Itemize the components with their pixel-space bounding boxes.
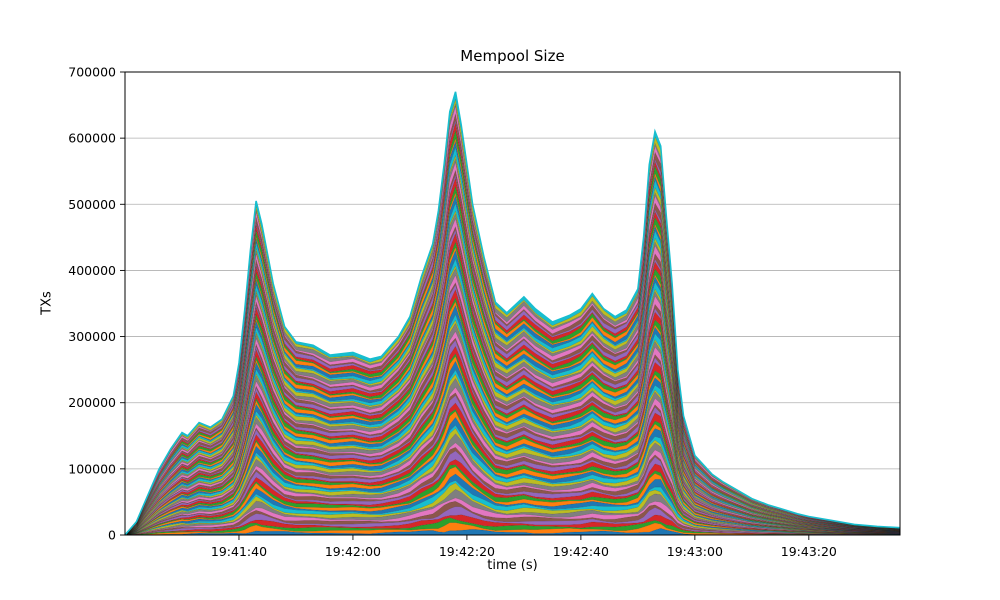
x-tick-label: 19:41:40 [211, 544, 267, 559]
y-tick-label: 300000 [68, 329, 116, 344]
x-tick-label: 19:42:00 [325, 544, 381, 559]
y-axis-label: TXs [39, 291, 55, 315]
y-tick-label: 600000 [68, 131, 116, 146]
x-tick-label: 19:42:20 [439, 544, 495, 559]
x-tick-label: 19:42:40 [553, 544, 609, 559]
y-tick-label: 500000 [68, 197, 116, 212]
y-tick-label: 100000 [68, 461, 116, 476]
x-tick-label: 19:43:20 [781, 544, 837, 559]
x-tick-label: 19:43:00 [667, 544, 723, 559]
envelope-line [124, 91, 901, 536]
chart-title: Mempool Size [460, 47, 565, 65]
plot-border [124, 71, 901, 536]
y-tick-label: 0 [108, 528, 116, 543]
y-tick-label: 200000 [68, 395, 116, 410]
x-axis-label: time (s) [487, 558, 538, 573]
y-tick-label: 400000 [68, 263, 116, 278]
y-tick-label: 700000 [68, 65, 116, 80]
